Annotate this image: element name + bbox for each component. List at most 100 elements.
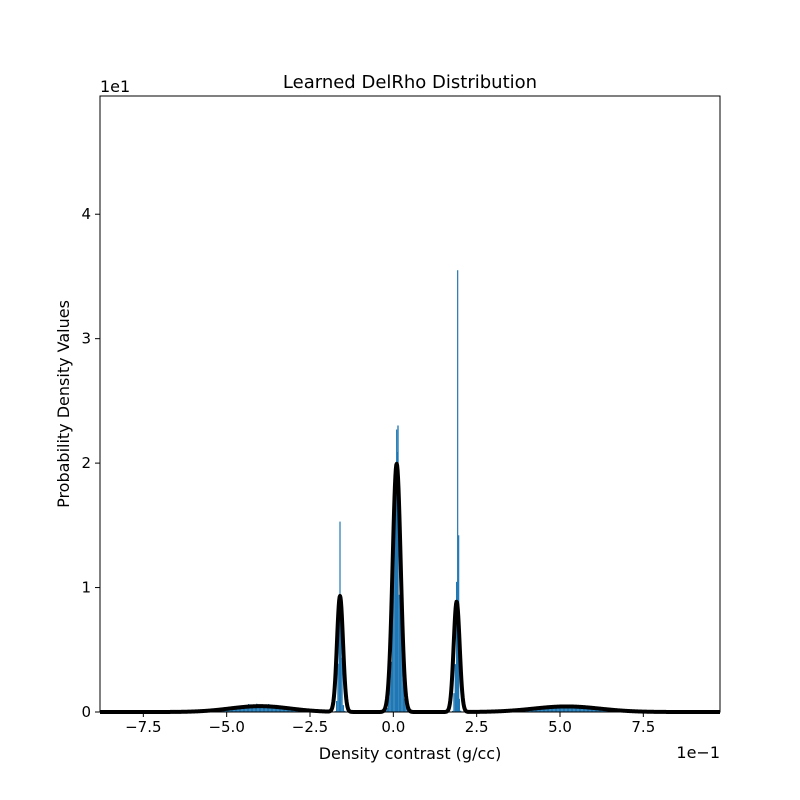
histogram-bar [266,707,268,712]
histogram-bar [586,707,588,712]
x-tick-label: 0.0 [381,718,405,736]
histogram-bar [257,706,259,712]
histogram-bar [562,707,564,712]
histogram-bar [402,679,404,712]
histogram-bar [390,661,392,712]
histogram-bar [252,705,254,712]
x-tick-label: 5.0 [548,718,572,736]
histogram-bar [262,706,264,712]
histogram-bar [386,707,388,712]
histogram-bar [277,707,279,712]
y-tick-label: 3 [81,330,91,348]
histogram-bar [550,708,552,712]
histogram-bar [389,673,391,712]
histogram-bar [280,707,282,712]
x-tick-label: −5.0 [208,718,244,736]
histogram-bar [458,698,460,712]
x-axis: −7.5 −5.0 −2.5 0.0 2.5 5.0 7.5 [125,712,655,736]
axes-frame [99,95,721,713]
chart-title: Learned DelRho Distribution [283,72,537,93]
histogram-bar [554,706,556,712]
histogram-bar [385,710,387,712]
histogram-spike [396,429,398,712]
histogram-bar [342,705,344,712]
histogram-bar [264,704,266,712]
histogram-bar [545,707,547,712]
histogram-spike [396,451,398,712]
x-axis-label: Density contrast (g/cc) [319,744,502,763]
histogram-bar [558,707,560,712]
histogram-bar [538,708,540,712]
x-tick-label: −7.5 [125,718,161,736]
histogram-bar [393,543,395,712]
x-offset-label: 1e−1 [676,743,720,762]
histogram-bar [237,707,239,712]
histogram-bar [260,704,262,712]
histogram-bar [394,487,396,712]
histogram-bar [278,706,280,712]
histogram-bar [242,706,244,712]
histogram-bar [336,701,338,712]
x-tick-label: 2.5 [465,718,489,736]
histogram-bar [534,708,536,712]
y-tick-label: 4 [81,205,91,223]
histogram-bar [576,707,578,712]
histogram-bar [460,710,462,712]
histogram-bar [226,709,228,712]
histogram-bar [250,705,252,712]
histogram-bar [598,709,600,712]
histogram-bar [397,425,399,712]
histogram-bar [405,706,407,712]
histogram-bar [452,710,454,712]
histogram-bar [574,706,576,712]
histogram-bar [238,708,240,712]
histogram-bar [398,594,400,712]
histogram-bar [456,581,458,712]
histogram-bar [261,705,263,712]
histogram-bar [548,707,550,712]
histogram-bar [546,707,548,712]
histogram-bar [392,564,394,712]
histogram-bar [404,698,406,712]
x-tick-label: −2.5 [292,718,328,736]
histogram-bar [274,708,276,712]
y-tick-label: 2 [81,454,91,472]
histogram-bar [584,707,586,712]
histogram-bar [249,706,251,712]
histogram-bar [258,705,260,712]
histogram-bar [540,708,542,712]
histogram-bar [246,707,248,712]
histogram-bar [265,705,267,712]
histogram-bar [565,706,567,712]
histogram-bar [557,705,559,712]
histogram-bar [596,708,598,712]
histogram-bar [337,663,339,712]
histogram-bar [566,706,568,712]
histogram-bar [234,708,236,712]
density-curve [98,461,722,714]
histogram-bar [568,707,570,712]
histogram-bar [400,558,402,712]
histogram-bar [542,708,544,712]
histogram-bar [556,707,558,712]
histogram-bar [269,706,271,712]
histogram-bar [286,708,288,712]
histogram-bar [454,664,456,712]
histogram-bar [241,707,243,712]
histogram-bar [341,657,343,712]
plot-area [98,270,722,714]
histogram-bar [573,706,575,712]
y-axis-label: Probability Density Values [54,300,73,508]
histogram-bar [578,708,580,712]
histogram-bar [244,706,246,712]
histogram-bar [590,708,592,712]
histogram-bar [388,697,390,712]
histogram-bar [553,706,555,712]
histogram-bar [582,707,584,712]
histogram-bar [340,603,342,712]
histogram-bar [229,709,231,712]
histogram-bar [401,648,403,712]
histogram-bar [270,705,272,712]
histogram-bar [552,706,554,712]
